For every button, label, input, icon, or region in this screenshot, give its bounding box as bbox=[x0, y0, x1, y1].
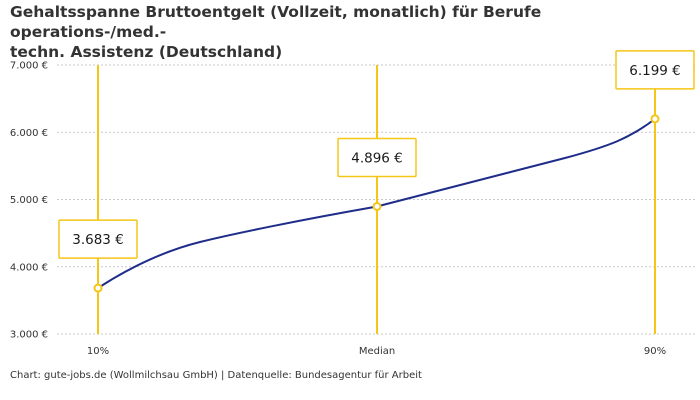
data-point bbox=[650, 114, 660, 124]
y-tick-label: 5.000 € bbox=[10, 195, 48, 206]
y-tick-label: 3.000 € bbox=[10, 330, 48, 341]
data-label-text: 6.199 € bbox=[629, 63, 681, 79]
chart-title-line-1: Gehaltsspanne Bruttoentgelt (Vollzeit, m… bbox=[10, 3, 542, 41]
y-tick-label: 7.000 € bbox=[10, 61, 48, 72]
data-label: 3.683 € bbox=[58, 219, 138, 259]
x-tick-label: 90% bbox=[644, 346, 666, 357]
x-axis-ticks: 10% Median 90% bbox=[87, 346, 666, 357]
data-label-box bbox=[615, 50, 695, 90]
data-points bbox=[93, 114, 660, 293]
chart-title: Gehaltsspanne Bruttoentgelt (Vollzeit, m… bbox=[10, 2, 690, 62]
data-point bbox=[93, 283, 103, 293]
x-tick-label: 10% bbox=[87, 346, 109, 357]
data-label-box bbox=[337, 137, 417, 178]
data-labels: 3.683 € 4.896 € 6.199 € bbox=[58, 50, 695, 259]
data-label-text: 4.896 € bbox=[351, 150, 403, 166]
chart-source-footer: Chart: gute-jobs.de (Wollmilchsau GmbH) … bbox=[10, 370, 422, 381]
y-tick-label: 4.000 € bbox=[10, 262, 48, 273]
chart-title-line-2: techn. Assistenz (Deutschland) bbox=[10, 43, 283, 61]
data-label: 6.199 € bbox=[615, 50, 695, 90]
data-label-box bbox=[58, 219, 138, 259]
data-label: 4.896 € bbox=[337, 137, 417, 178]
y-axis-ticks: 3.000 € 4.000 € 5.000 € 6.000 € 7.000 € bbox=[10, 61, 48, 341]
x-tick-label: Median bbox=[359, 346, 395, 357]
data-label-text: 3.683 € bbox=[72, 232, 124, 248]
data-point bbox=[372, 201, 382, 211]
y-tick-label: 6.000 € bbox=[10, 128, 48, 139]
